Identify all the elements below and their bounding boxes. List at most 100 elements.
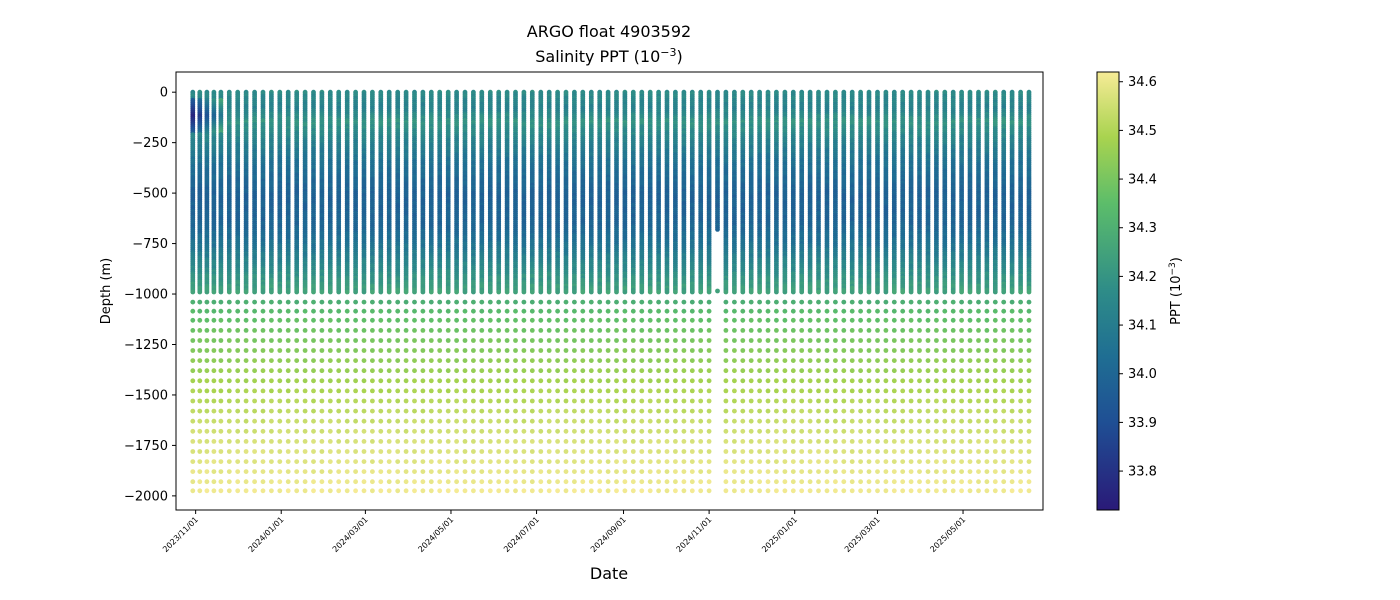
profile-point	[235, 488, 241, 494]
profile-point	[277, 378, 283, 384]
profile-point	[235, 358, 241, 363]
profile-point	[479, 348, 485, 353]
profile-point	[344, 348, 350, 353]
profile-point	[344, 398, 350, 404]
profile-point	[513, 398, 518, 404]
profile-point	[197, 378, 203, 384]
profile-point	[437, 308, 443, 314]
profile-point	[197, 328, 203, 333]
profile-point	[420, 348, 426, 353]
profile-point	[445, 358, 451, 363]
profile-point	[336, 388, 342, 394]
profile-point	[285, 378, 291, 384]
profile-point	[211, 338, 217, 343]
profile-point	[302, 289, 308, 295]
profile-point	[378, 479, 384, 485]
profile-point	[403, 348, 409, 353]
profile-point	[218, 368, 224, 374]
profile-point	[277, 348, 283, 353]
profile-point	[204, 459, 210, 464]
profile-point	[370, 479, 375, 485]
profile-point	[218, 308, 224, 314]
profile-point	[370, 338, 375, 343]
profile-point	[454, 358, 459, 363]
profile-point	[197, 348, 203, 353]
profile-point	[190, 338, 196, 343]
profile-point	[437, 317, 443, 323]
profile-point	[235, 439, 241, 444]
profile-point	[445, 299, 451, 305]
profile-point	[378, 338, 384, 343]
profile-point	[218, 388, 224, 394]
profile-point	[285, 289, 291, 295]
profile-point	[521, 348, 527, 353]
profile-point	[403, 378, 409, 384]
profile-point	[454, 338, 459, 343]
profile-point	[344, 428, 350, 434]
profile-point	[260, 459, 266, 464]
profile-point	[277, 338, 283, 343]
profile-point	[311, 328, 316, 333]
profile-point	[277, 408, 283, 414]
profile-point	[302, 428, 308, 434]
profile-point	[277, 469, 283, 474]
profile-point	[412, 308, 417, 314]
profile-point	[336, 449, 342, 454]
profile-point	[445, 289, 451, 295]
profile-point	[496, 338, 502, 343]
profile-point	[277, 317, 283, 323]
profile-point	[386, 317, 392, 323]
profile-point	[319, 317, 325, 323]
profile-point	[386, 338, 392, 343]
profile-point	[462, 308, 468, 314]
profile-point	[412, 299, 417, 305]
profile-point	[344, 439, 350, 444]
profile-point	[437, 418, 443, 424]
profile-point	[277, 479, 283, 485]
profile-point	[420, 428, 426, 434]
profile-point	[319, 348, 325, 353]
profile-point	[252, 338, 257, 343]
profile-point	[395, 439, 401, 444]
profile-point	[395, 479, 401, 485]
profile-point	[412, 488, 417, 494]
profile-point	[378, 398, 384, 404]
profile-point	[302, 308, 308, 314]
profile-point	[395, 348, 401, 353]
profile-point	[336, 317, 342, 323]
profile-point	[319, 338, 325, 343]
profile-point	[294, 449, 300, 454]
profile-point	[226, 368, 232, 374]
profile-point	[211, 368, 217, 374]
profile-point	[277, 449, 283, 454]
profile-point	[428, 378, 434, 384]
profile-point	[260, 338, 266, 343]
profile-point	[243, 338, 249, 343]
profile-point	[344, 317, 350, 323]
profile-point	[487, 388, 493, 394]
chart-subtitle-base: Salinity PPT (10	[535, 47, 660, 66]
profile-point	[277, 428, 283, 434]
profile-point	[378, 299, 384, 305]
profile-point	[235, 378, 241, 384]
profile-point	[319, 328, 325, 333]
profile-point	[269, 428, 274, 434]
profile-point	[462, 378, 468, 384]
profile-point	[496, 368, 502, 374]
profile-point	[243, 459, 249, 464]
profile-point	[386, 299, 392, 305]
profile-point	[454, 488, 459, 494]
profile-point	[294, 308, 300, 314]
profile-point	[197, 308, 203, 314]
profile-point	[454, 459, 459, 464]
profile-point	[294, 317, 300, 323]
profile-point	[190, 289, 196, 295]
profile-point	[420, 488, 426, 494]
profile-point	[370, 408, 375, 414]
profile-point	[336, 289, 342, 295]
profile-point	[285, 358, 291, 363]
profile-point	[302, 378, 308, 384]
profile-point	[479, 439, 485, 444]
profile-point	[437, 439, 443, 444]
profile-point	[311, 488, 316, 494]
